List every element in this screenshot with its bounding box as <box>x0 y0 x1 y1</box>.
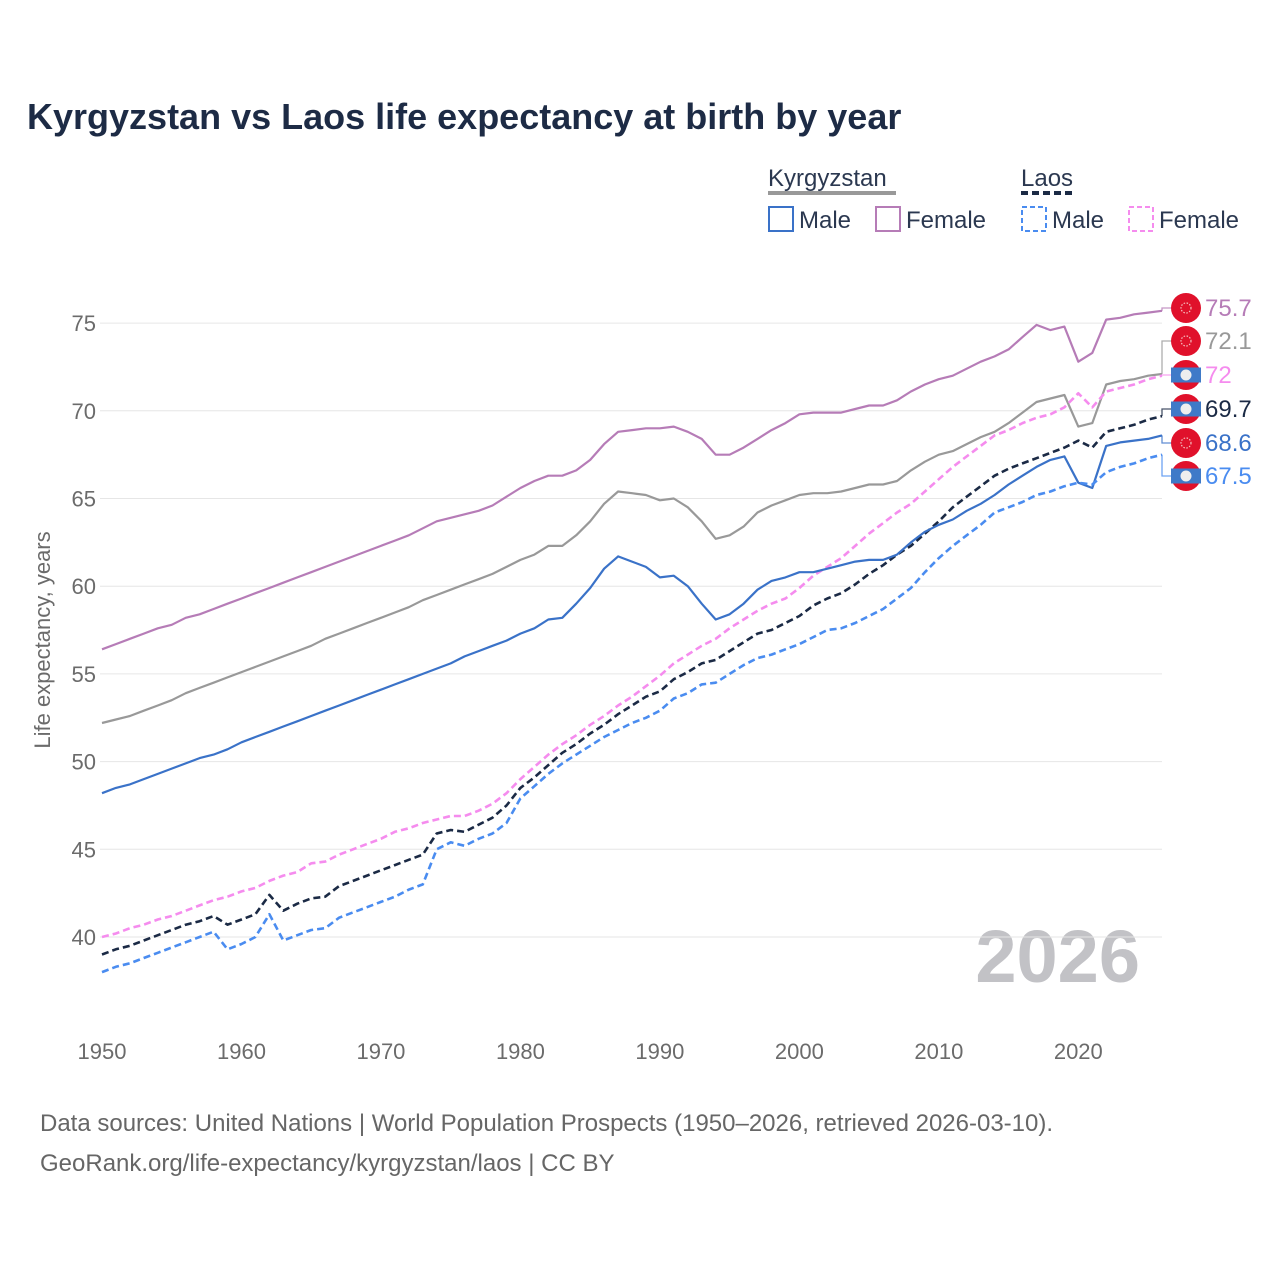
series-line-kyrgyzstan-male <box>101 434 1163 795</box>
series-line-kyrgyzstan-female <box>101 309 1163 651</box>
y-tick-label: 65 <box>72 487 96 512</box>
source-line-2: GeoRank.org/life-expectancy/kyrgyzstan/l… <box>40 1150 614 1177</box>
x-tick-label: 2020 <box>1054 1039 1103 1064</box>
end-label-connector <box>1161 374 1172 376</box>
end-value-label: 68.6 <box>1205 430 1252 457</box>
legend-kyrgyzstan-title: Kyrgyzstan <box>768 165 887 192</box>
chart-title: Kyrgyzstan vs Laos life expectancy at bi… <box>27 96 901 137</box>
y-axis-label: Life expectancy, years <box>30 531 55 748</box>
y-tick-label: 75 <box>72 311 96 336</box>
end-value-label: 67.5 <box>1205 463 1252 490</box>
y-tick-label: 50 <box>72 750 96 775</box>
series-line-laos-total <box>101 414 1163 956</box>
legend-kyrgyzstan-female-swatch <box>875 206 901 232</box>
end-label-connector <box>1161 435 1172 444</box>
kyrgyzstan-flag-icon <box>1171 326 1201 356</box>
laos-flag-icon <box>1171 360 1201 390</box>
x-tick-label: 2010 <box>914 1039 963 1064</box>
year-watermark: 2026 <box>975 915 1140 998</box>
legend-kyrgyzstan-female: Female <box>906 207 986 234</box>
legend-laos-male-swatch <box>1021 206 1047 232</box>
x-tick-label: 1960 <box>217 1039 266 1064</box>
end-label-connector <box>1161 408 1172 417</box>
y-tick-label: 70 <box>72 399 96 424</box>
x-tick-label: 2000 <box>775 1039 824 1064</box>
y-tick-label: 55 <box>72 662 96 687</box>
end-value-label: 75.7 <box>1205 295 1252 322</box>
x-tick-label: 1980 <box>496 1039 545 1064</box>
legend-laos-male: Male <box>1052 207 1104 234</box>
end-label-connector <box>1161 307 1172 311</box>
y-tick-label: 45 <box>72 837 96 862</box>
source-line-1: Data sources: United Nations | World Pop… <box>40 1110 1053 1137</box>
legend-laos-female: Female <box>1159 207 1239 234</box>
y-tick-label: 40 <box>72 925 96 950</box>
x-tick-label: 1990 <box>635 1039 684 1064</box>
laos-flag-icon <box>1171 461 1201 491</box>
legend-laos-female-swatch <box>1128 206 1154 232</box>
legend: Kyrgyzstan Male Female Laos Male Female <box>768 165 1239 234</box>
legend-laos-title: Laos <box>1021 165 1073 192</box>
end-value-label: 72.1 <box>1205 328 1252 355</box>
legend-kyrgyzstan-male: Male <box>799 207 851 234</box>
kyrgyzstan-flag-icon <box>1171 428 1201 458</box>
end-value-label: 72 <box>1205 362 1232 389</box>
end-value-label: 69.7 <box>1205 396 1252 423</box>
laos-flag-icon <box>1171 394 1201 424</box>
series-line-laos-male <box>101 453 1163 974</box>
end-label-connector <box>1161 340 1172 374</box>
series-line-laos-female <box>101 374 1163 939</box>
x-tick-label: 1970 <box>356 1039 405 1064</box>
x-tick-label: 1950 <box>78 1039 127 1064</box>
kyrgyzstan-flag-icon <box>1171 293 1201 323</box>
end-label-connector <box>1161 454 1172 477</box>
series-line-kyrgyzstan-total <box>101 372 1163 725</box>
y-tick-label: 60 <box>72 574 96 599</box>
legend-kyrgyzstan-male-swatch <box>768 206 794 232</box>
